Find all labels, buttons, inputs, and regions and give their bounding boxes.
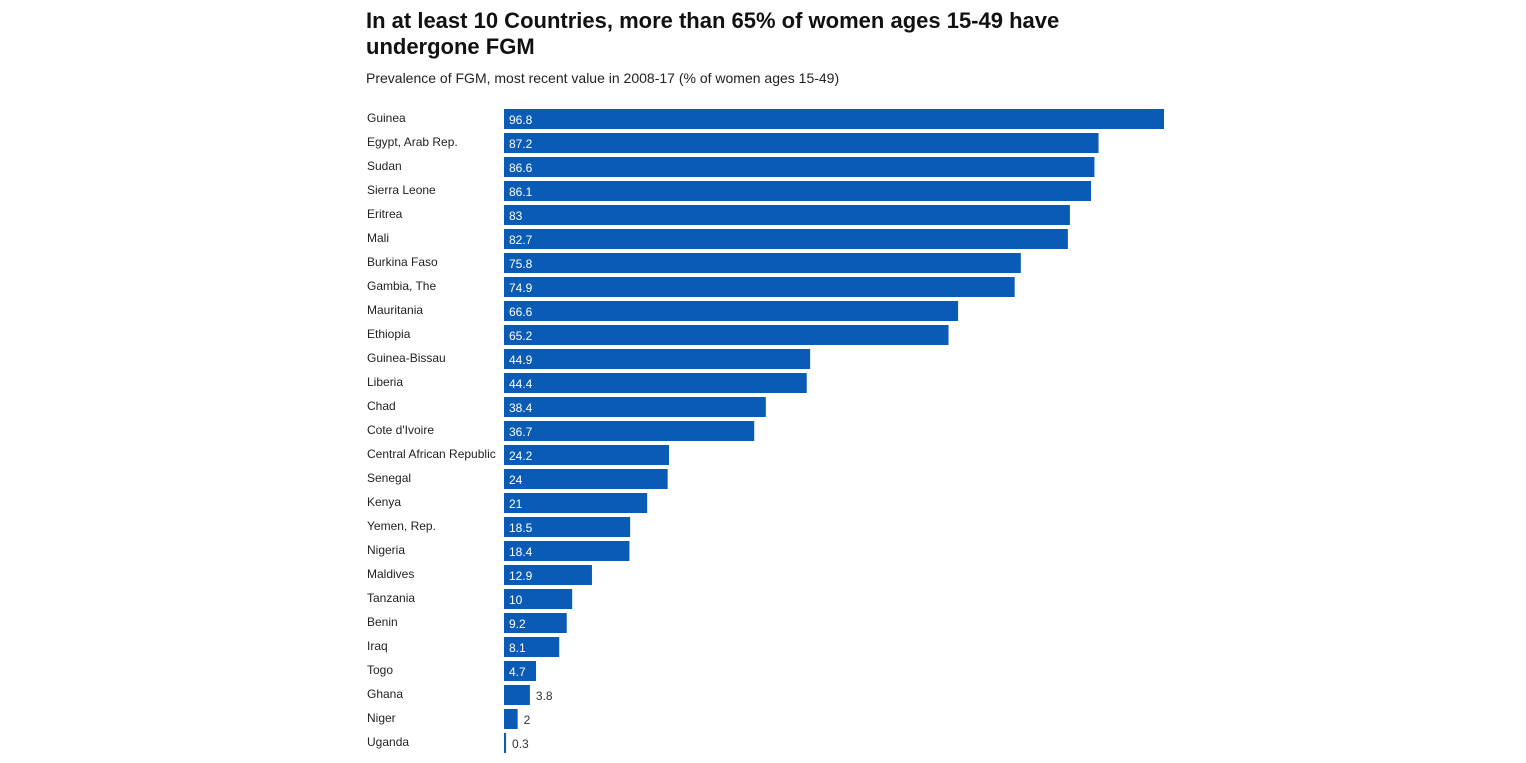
bar <box>504 709 518 729</box>
bar <box>504 421 755 441</box>
category-label: Uganda <box>367 735 409 749</box>
bar <box>504 253 1021 273</box>
bar <box>504 613 567 633</box>
category-label: Togo <box>367 663 393 677</box>
category-label: Ghana <box>367 687 403 701</box>
data-label: 24 <box>509 473 523 487</box>
data-label: 86.1 <box>509 185 533 199</box>
category-label: Tanzania <box>367 591 415 605</box>
data-label: 66.6 <box>509 305 533 319</box>
bar <box>504 397 766 417</box>
bar <box>504 349 811 369</box>
data-label: 36.7 <box>509 425 533 439</box>
bar <box>504 181 1092 201</box>
data-label: 65.2 <box>509 329 533 343</box>
data-label: 0.3 <box>512 737 529 751</box>
data-label: 9.2 <box>509 617 526 631</box>
chart-subtitle: Prevalence of FGM, most recent value in … <box>366 70 840 86</box>
bar <box>504 301 959 321</box>
chart-title: In at least 10 Countries, more than 65% … <box>366 8 1060 59</box>
category-label: Guinea <box>367 111 406 125</box>
data-label: 83 <box>509 209 523 223</box>
data-label: 21 <box>509 497 523 511</box>
bar <box>504 205 1070 225</box>
bar <box>504 565 592 585</box>
bar <box>504 133 1099 153</box>
category-label: Kenya <box>367 495 401 509</box>
bar <box>504 541 630 561</box>
category-label: Mali <box>367 231 389 245</box>
data-label: 96.8 <box>509 113 533 127</box>
bar <box>504 589 573 609</box>
data-label: 87.2 <box>509 137 533 151</box>
category-label: Guinea-Bissau <box>367 351 446 365</box>
category-label: Nigeria <box>367 543 405 557</box>
data-label: 12.9 <box>509 569 533 583</box>
data-label: 86.6 <box>509 161 533 175</box>
category-label: Chad <box>367 399 396 413</box>
category-label: Iraq <box>367 639 388 653</box>
data-label: 74.9 <box>509 281 533 295</box>
bar <box>504 517 631 537</box>
data-label: 3.8 <box>536 689 553 703</box>
data-label: 38.4 <box>509 401 533 415</box>
data-label: 2 <box>524 713 531 727</box>
category-label: Egypt, Arab Rep. <box>367 135 458 149</box>
data-label: 44.4 <box>509 377 533 391</box>
data-label: 4.7 <box>509 665 526 679</box>
data-label: 44.9 <box>509 353 533 367</box>
bar <box>504 157 1095 177</box>
category-label: Burkina Faso <box>367 255 438 269</box>
category-label: Sudan <box>367 159 402 173</box>
category-label: Yemen, Rep. <box>367 519 436 533</box>
bar <box>504 109 1164 129</box>
bar <box>504 325 949 345</box>
category-label: Maldives <box>367 567 414 581</box>
bar <box>504 637 560 657</box>
category-label: Ethiopia <box>367 327 411 341</box>
bar <box>504 229 1068 249</box>
bar <box>504 373 807 393</box>
data-label: 8.1 <box>509 641 526 655</box>
category-label: Senegal <box>367 471 411 485</box>
category-label: Liberia <box>367 375 403 389</box>
category-label: Mauritania <box>367 303 423 317</box>
category-label: Niger <box>367 711 396 725</box>
data-label: 18.5 <box>509 521 533 535</box>
bar <box>504 733 507 753</box>
data-label: 18.4 <box>509 545 533 559</box>
bar <box>504 445 669 465</box>
data-label: 10 <box>509 593 523 607</box>
category-label: Benin <box>367 615 398 629</box>
bar <box>504 277 1015 297</box>
bar <box>504 493 648 513</box>
data-label: 75.8 <box>509 257 533 271</box>
bar <box>504 661 537 681</box>
category-label: Eritrea <box>367 207 403 221</box>
bar <box>504 469 668 489</box>
category-label: Central African Republic <box>367 447 496 461</box>
bar <box>504 685 530 705</box>
category-label: Sierra Leone <box>367 183 436 197</box>
category-label: Cote d'Ivoire <box>367 423 434 437</box>
data-label: 24.2 <box>509 449 533 463</box>
category-label: Gambia, The <box>367 279 436 293</box>
chart-header: In at least 10 Countries, more than 65% … <box>366 8 1166 86</box>
data-label: 82.7 <box>509 233 533 247</box>
